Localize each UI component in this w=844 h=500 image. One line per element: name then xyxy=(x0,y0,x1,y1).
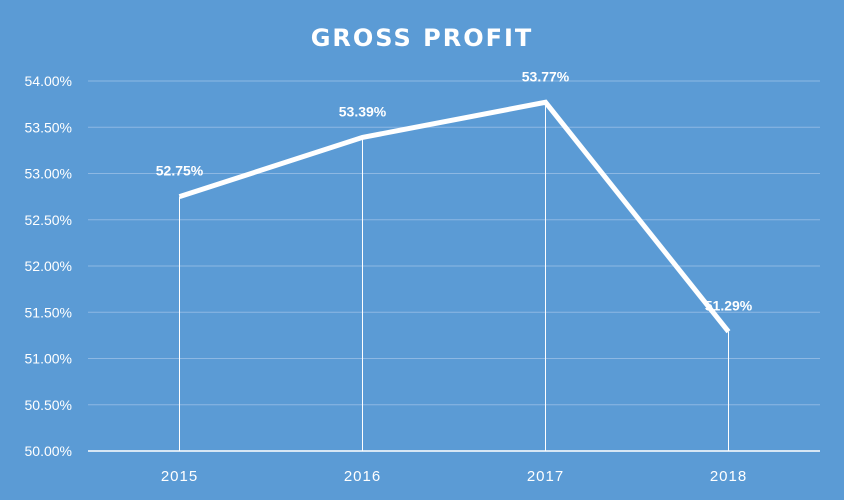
y-tick-label: 51.50% xyxy=(25,304,72,320)
data-labels: 52.75% 53.39% 53.77% 51.29% xyxy=(156,68,753,313)
data-label: 51.29% xyxy=(705,298,753,314)
data-label: 53.77% xyxy=(522,68,570,84)
gridlines xyxy=(88,80,820,452)
x-axis-ticks: 2015 2016 2017 2018 xyxy=(161,468,747,485)
chart-title: GROSS PROFIT xyxy=(311,24,534,52)
x-tick-label: 2018 xyxy=(710,468,747,485)
series-line xyxy=(178,99,731,334)
x-tick-label: 2015 xyxy=(161,468,198,485)
y-tick-label: 51.00% xyxy=(25,351,72,367)
y-tick-label: 50.00% xyxy=(25,443,72,459)
y-tick-label: 50.50% xyxy=(25,397,72,413)
y-axis-ticks: 50.00% 50.50% 51.00% 51.50% 52.00% 52.50% 53.0… xyxy=(25,73,72,459)
drop-lines xyxy=(179,102,729,451)
x-tick-label: 2016 xyxy=(344,468,381,485)
y-tick-label: 53.50% xyxy=(25,119,72,135)
data-label: 52.75% xyxy=(156,163,204,179)
y-tick-label: 52.50% xyxy=(25,212,72,228)
series-layer xyxy=(178,99,731,334)
y-tick-label: 54.00% xyxy=(25,73,72,89)
y-tick-label: 53.00% xyxy=(25,166,72,182)
y-tick-label: 52.00% xyxy=(25,258,72,274)
data-label: 53.39% xyxy=(339,103,387,119)
x-tick-label: 2017 xyxy=(527,468,564,485)
